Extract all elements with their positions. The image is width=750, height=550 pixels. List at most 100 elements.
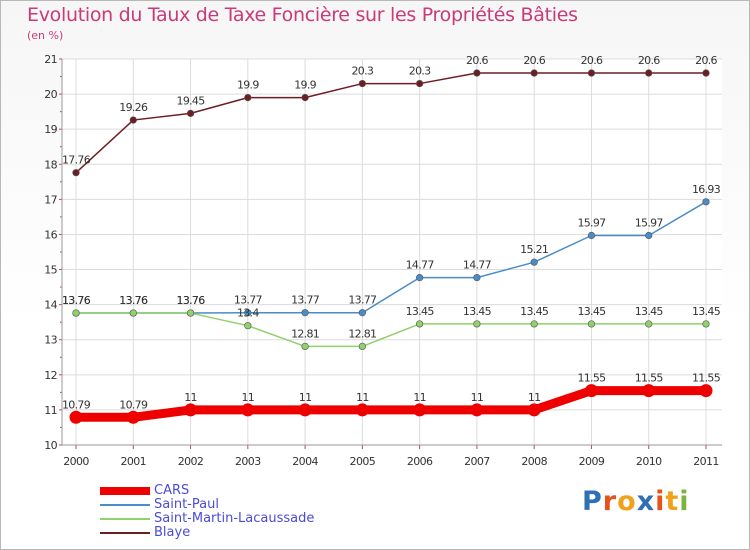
series-saint-martin-lacaussade	[72, 309, 710, 350]
logo-letter: o	[617, 486, 637, 517]
data-label-saint-martin-lacaussade: 12.81	[348, 327, 376, 340]
data-point-saint-martin-lacaussade	[416, 320, 424, 328]
x-tick-label: 2004	[292, 455, 318, 468]
data-label-cars: 11	[242, 391, 255, 404]
data-point-cars	[470, 403, 484, 417]
data-label-cars: 11	[299, 391, 312, 404]
data-label-saint-martin-lacaussade: 13.45	[577, 305, 606, 318]
data-point-blaye	[530, 69, 538, 77]
legend-label-blaye: Blaye	[154, 525, 191, 540]
data-point-blaye	[244, 93, 252, 102]
x-tick-label: 2010	[636, 455, 662, 468]
logo-letter: i	[655, 486, 666, 517]
data-label-saint-martin-lacaussade: 13.45	[635, 305, 664, 318]
data-point-saint-martin-lacaussade	[186, 309, 195, 317]
data-label-cars: 11	[471, 391, 484, 404]
data-point-blaye	[416, 79, 424, 88]
data-label-saint-martin-lacaussade: 13.76	[119, 294, 148, 307]
data-label-saint-paul: 15.21	[520, 243, 548, 256]
data-point-saint-paul	[473, 274, 481, 282]
legend-swatch-saint-paul	[100, 504, 150, 506]
logo-letter: t	[665, 486, 680, 517]
data-label-saint-paul: 13.76	[119, 294, 148, 307]
data-point-blaye	[129, 116, 137, 124]
data-label-blaye: 19.9	[294, 79, 316, 92]
data-label-blaye: 19.26	[119, 101, 148, 114]
data-point-cars	[355, 403, 369, 417]
data-point-saint-martin-lacaussade	[301, 342, 309, 350]
x-tick-label: 2001	[120, 455, 146, 468]
data-point-cars	[69, 410, 83, 424]
data-point-saint-martin-lacaussade	[244, 322, 252, 330]
data-label-saint-martin-lacaussade: 13.76	[62, 294, 91, 307]
data-point-saint-martin-lacaussade	[358, 342, 366, 350]
series-line-blaye	[75, 72, 707, 174]
data-point-blaye	[72, 169, 80, 177]
series-line-cars	[71, 386, 711, 422]
data-point-blaye	[301, 93, 309, 102]
data-label-cars: 11.55	[577, 372, 606, 385]
data-label-saint-martin-lacaussade: 13.45	[692, 305, 721, 318]
data-label-cars: 11	[356, 391, 369, 404]
data-label-saint-paul: 15.97	[577, 217, 606, 230]
data-point-saint-paul	[416, 274, 424, 282]
series-cars	[69, 384, 713, 424]
data-label-cars: 11.55	[692, 372, 721, 385]
y-tick-label: 20	[44, 88, 57, 101]
data-point-saint-martin-lacaussade	[129, 309, 137, 317]
data-label-cars: 10.79	[62, 398, 91, 411]
data-label-cars: 11	[528, 391, 541, 404]
data-point-saint-martin-lacaussade	[473, 320, 481, 328]
legend-swatch-blaye	[100, 532, 150, 534]
logo-letter: i	[679, 486, 690, 517]
data-label-cars: 11.55	[635, 372, 664, 385]
data-label-cars: 11	[413, 391, 426, 404]
x-tick-label: 2011	[693, 455, 719, 468]
series-line-saint-martin-lacaussade	[75, 312, 707, 348]
legend-label-cars: CARS	[154, 483, 190, 498]
logo-letter: x	[636, 486, 656, 517]
data-point-saint-paul	[702, 198, 710, 206]
y-tick-label: 14	[44, 299, 57, 312]
series-blaye	[72, 69, 710, 177]
data-point-saint-martin-lacaussade	[702, 320, 710, 328]
y-tick-label: 12	[44, 369, 57, 382]
unit-label: (en %)	[27, 29, 64, 42]
data-label-saint-martin-lacaussade: 13.45	[463, 305, 492, 318]
data-label-saint-martin-lacaussade: 13.4	[237, 307, 259, 320]
y-tick-label: 16	[44, 228, 57, 241]
proxiti-logo: Proxiti	[582, 486, 690, 517]
y-tick-label: 19	[44, 123, 57, 136]
data-point-blaye	[186, 109, 195, 117]
data-point-saint-paul	[645, 231, 653, 240]
x-tick-label: 2003	[235, 455, 261, 468]
data-point-cars	[298, 403, 312, 417]
data-label-saint-paul: 13.76	[62, 294, 91, 307]
y-tick-label: 13	[44, 334, 57, 347]
data-label-saint-martin-lacaussade: 13.45	[406, 305, 435, 318]
y-tick-label: 18	[44, 158, 57, 171]
data-label-blaye: 20.6	[466, 54, 488, 67]
data-point-saint-paul	[244, 309, 252, 317]
legend-swatch-saint-martin-lacaussade	[100, 518, 150, 520]
data-point-saint-martin-lacaussade	[72, 309, 80, 317]
data-label-saint-martin-lacaussade: 13.76	[177, 294, 206, 307]
legend-label-saint-paul: Saint-Paul	[154, 497, 219, 512]
data-label-saint-martin-lacaussade: 12.81	[291, 327, 319, 340]
data-point-blaye	[645, 69, 653, 77]
data-label-saint-paul: 13.77	[291, 294, 320, 307]
data-label-saint-paul: 13.76	[177, 294, 206, 307]
data-point-cars	[241, 403, 255, 417]
x-tick-label: 2008	[521, 455, 547, 468]
data-point-cars	[413, 403, 427, 417]
data-label-blaye: 20.6	[695, 54, 717, 67]
legend-label-saint-martin-lacaussade: Saint-Martin-Lacaussade	[154, 511, 315, 526]
data-point-cars	[184, 403, 198, 417]
y-tick-label: 21	[44, 53, 57, 66]
x-tick-label: 2000	[63, 455, 89, 468]
x-tick-label: 2005	[350, 455, 376, 468]
chart-title: Evolution du Taux de Taxe Foncière sur l…	[27, 4, 578, 26]
logo-letter: P	[582, 486, 603, 517]
y-tick-label: 10	[44, 439, 57, 452]
